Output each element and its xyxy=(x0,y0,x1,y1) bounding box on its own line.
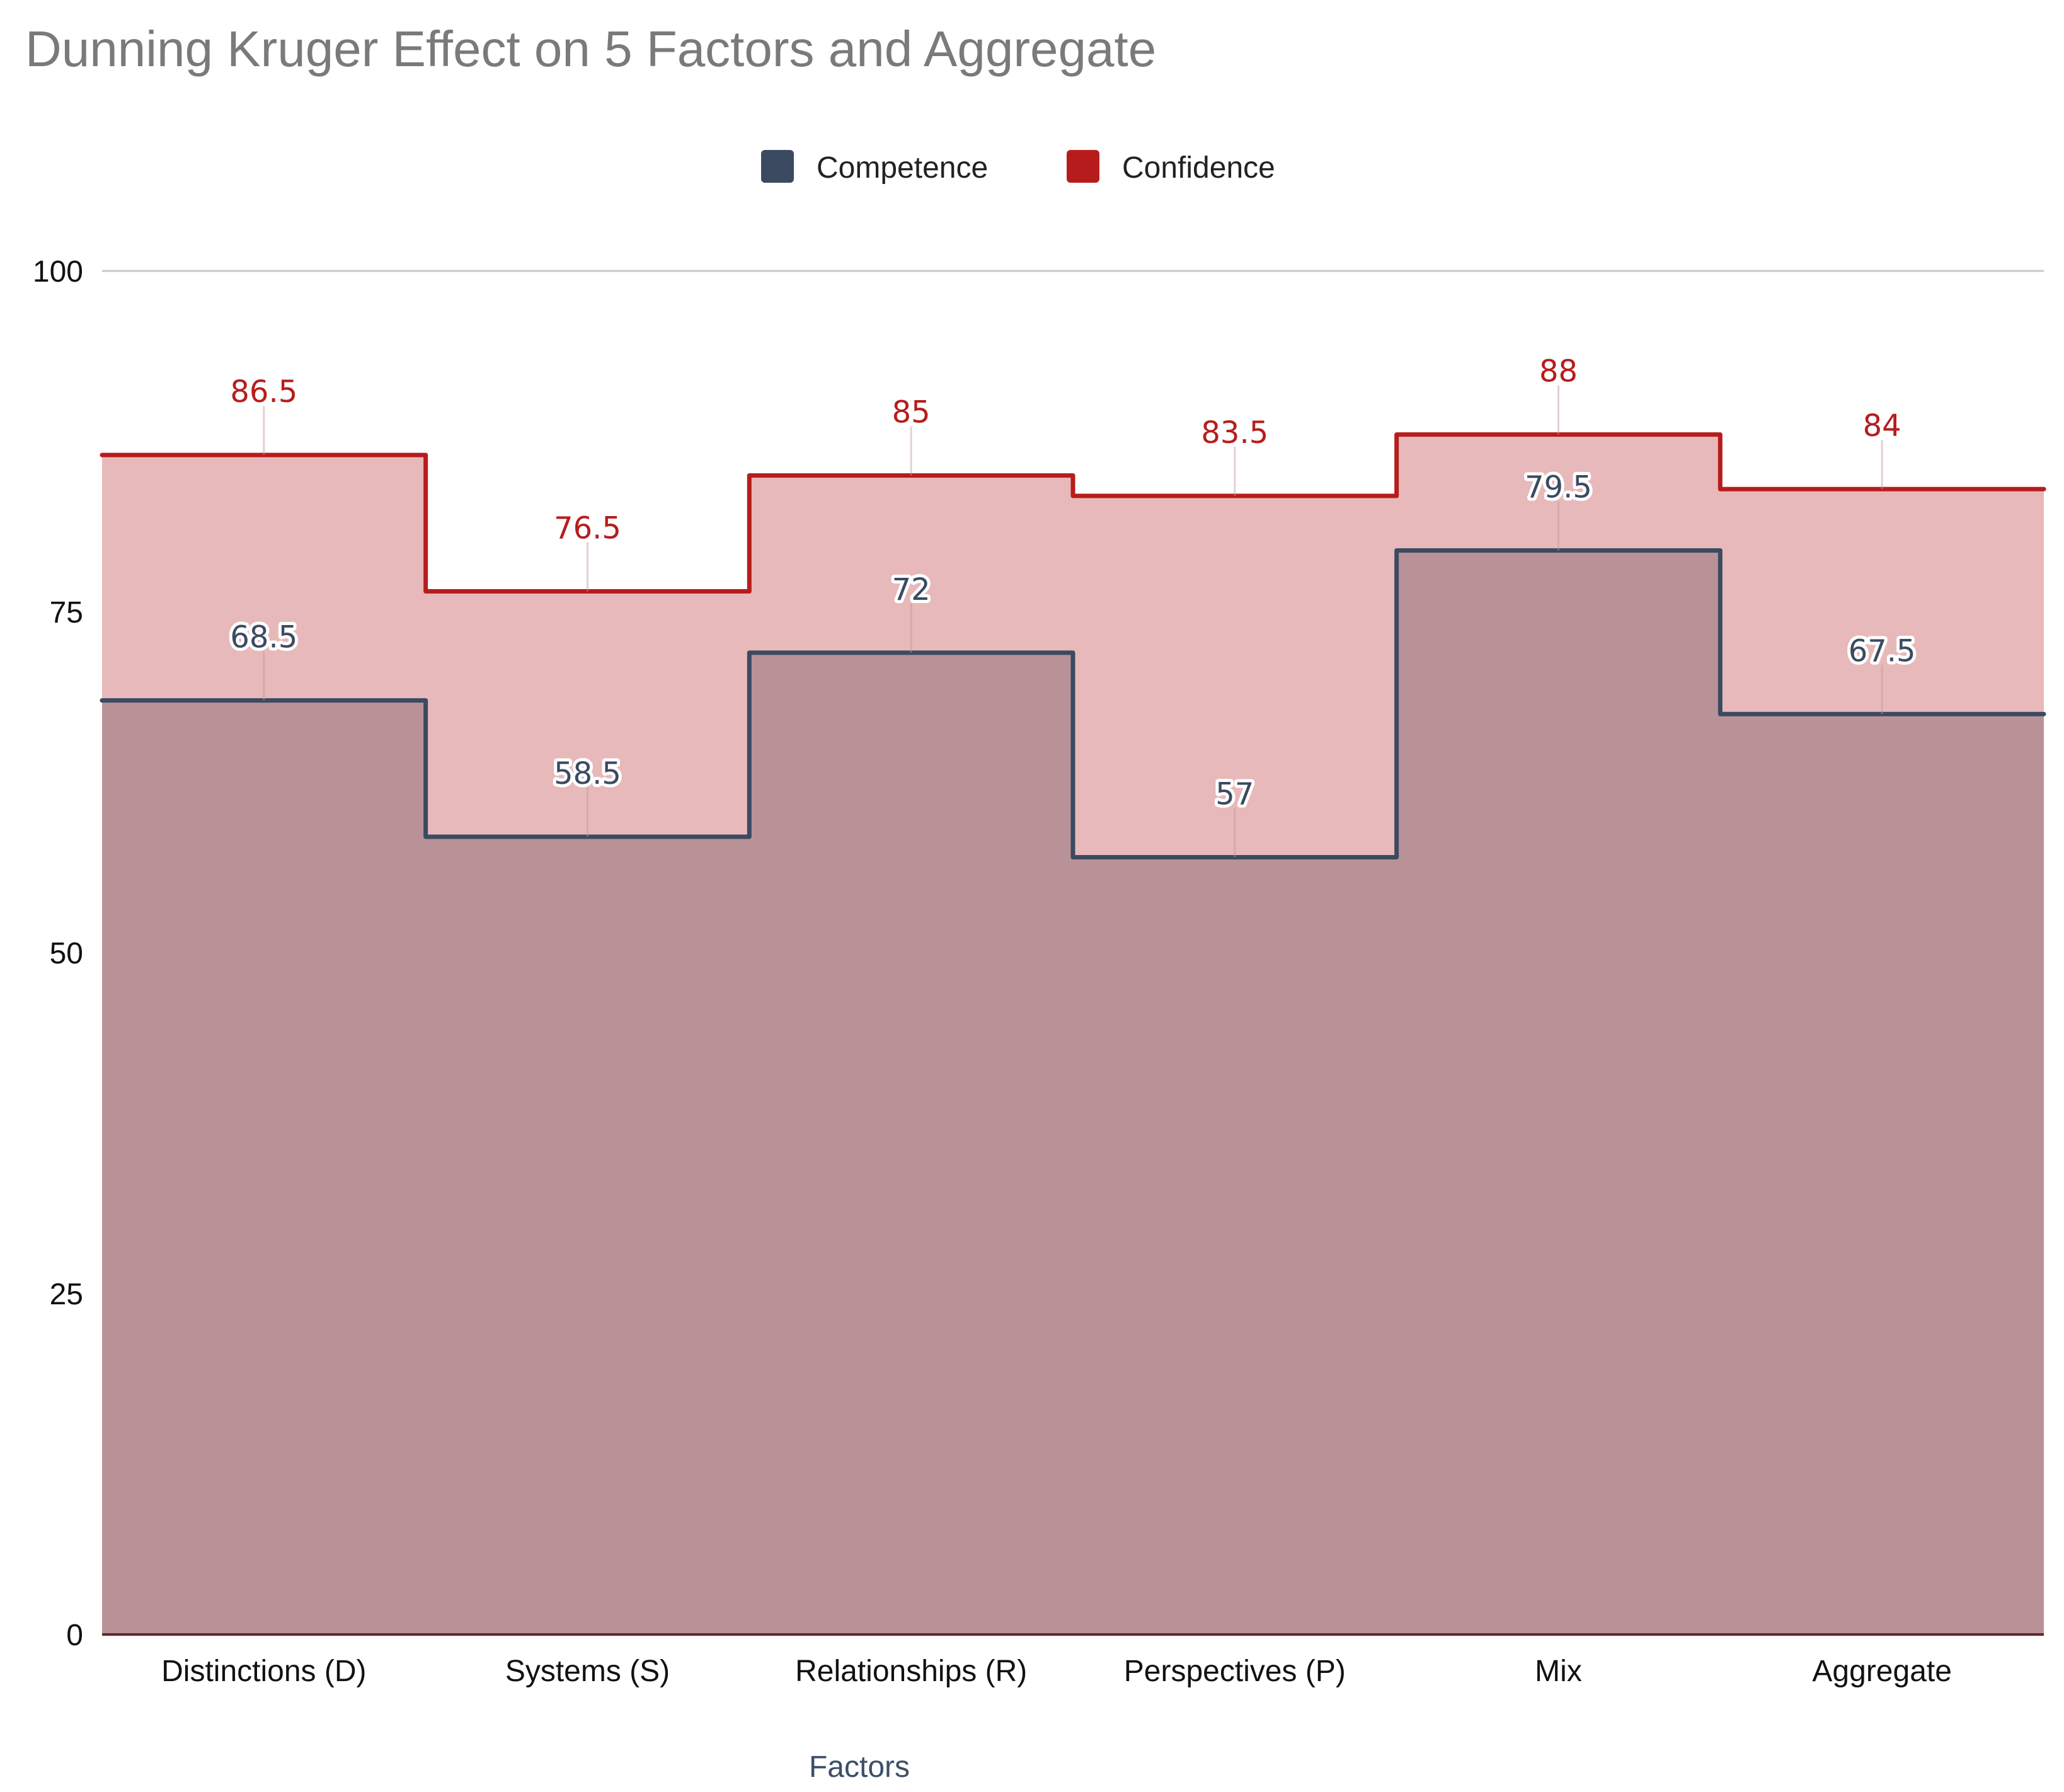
plot-areas xyxy=(102,434,2044,1635)
y-tick-label: 50 xyxy=(50,937,83,970)
y-tick-label: 100 xyxy=(33,255,83,289)
data-label-competence: 57 xyxy=(1215,777,1254,812)
data-label-competence: 67.5 xyxy=(1849,633,1916,669)
data-label-confidence: 83.5 xyxy=(1201,415,1268,451)
legend-swatch-confidence xyxy=(1067,150,1099,183)
data-labels: 68.5 58.5 72 57 79.5 67.5 86.5 76.5 85 83.5 88 84 xyxy=(227,351,1918,815)
y-tick-label: 25 xyxy=(50,1278,83,1311)
legend-label-competence: Competence xyxy=(817,151,988,185)
x-tick-label: Aggregate xyxy=(1812,1655,1952,1688)
chart-title: Dunning Kruger Effect on 5 Factors and A… xyxy=(25,21,1156,77)
x-tick-label: Systems (S) xyxy=(505,1655,670,1688)
data-label-competence: 68.5 xyxy=(230,620,297,655)
label-leaders xyxy=(263,385,1883,858)
legend-label-confidence: Confidence xyxy=(1122,151,1275,185)
data-label-confidence: 85 xyxy=(892,395,931,430)
data-label-confidence: 76.5 xyxy=(554,511,621,546)
line-competence xyxy=(100,548,2046,860)
x-axis-title: Factors xyxy=(809,1750,910,1784)
data-label-competence: 72 xyxy=(892,572,931,607)
data-label-confidence: 86.5 xyxy=(230,374,297,410)
data-label-competence: 58.5 xyxy=(554,756,621,791)
line-confidence xyxy=(100,432,2046,594)
area-competence xyxy=(102,550,2044,1634)
y-tick-label: 75 xyxy=(50,596,83,629)
legend: Competence Confidence xyxy=(761,150,1275,185)
y-axis-ticks: 0 25 50 75 100 xyxy=(33,255,83,1652)
y-tick-label: 0 xyxy=(66,1619,83,1652)
x-tick-label: Perspectives (P) xyxy=(1124,1655,1346,1688)
series-lines xyxy=(100,432,2046,860)
x-tick-label: Mix xyxy=(1535,1655,1582,1688)
x-tick-label: Distinctions (D) xyxy=(161,1655,366,1688)
data-label-confidence: 88 xyxy=(1539,354,1578,389)
x-axis-ticks: Distinctions (D) Systems (S) Relationships… xyxy=(161,1655,1952,1688)
data-label-competence: 79.5 xyxy=(1525,470,1592,505)
legend-swatch-competence xyxy=(761,150,794,183)
data-label-confidence: 84 xyxy=(1863,408,1901,444)
x-tick-label: Relationships (R) xyxy=(795,1655,1027,1688)
